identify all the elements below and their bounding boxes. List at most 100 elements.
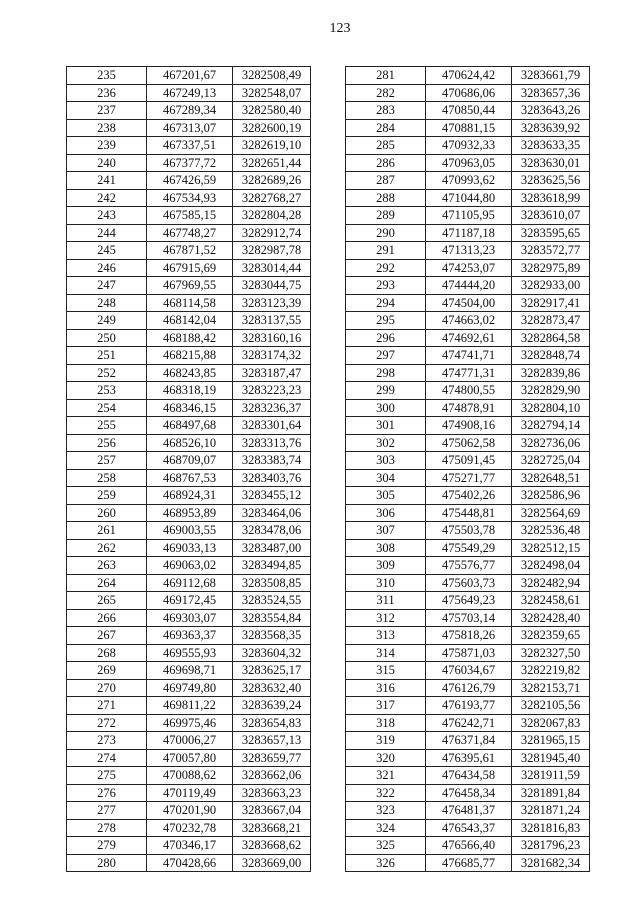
x-coordinate-cell: 475818,26 [425, 626, 512, 645]
table-row: 315 476034,67 3282219,82 [345, 661, 590, 680]
table-row: 301 474908,16 3282794,14 [345, 416, 590, 435]
point-number-cell: 318 [345, 713, 426, 732]
point-number-cell: 287 [345, 171, 426, 190]
y-coordinate-cell: 3283630,01 [511, 153, 590, 172]
table-row: 302 475062,58 3282736,06 [345, 433, 590, 452]
table-row: 288 471044,80 3283618,99 [345, 188, 590, 207]
y-coordinate-cell: 3282912,74 [232, 223, 311, 242]
x-coordinate-cell: 476543,37 [425, 818, 512, 837]
x-coordinate-cell: 470932,33 [425, 136, 512, 155]
x-coordinate-cell: 468114,58 [146, 293, 233, 312]
point-number-cell: 326 [345, 853, 426, 872]
y-coordinate-cell: 3282067,83 [511, 713, 590, 732]
table-row: 264 469112,68 3283508,85 [66, 573, 311, 592]
table-row: 271 469811,22 3283639,24 [66, 696, 311, 715]
x-coordinate-cell: 475576,77 [425, 556, 512, 575]
point-number-cell: 243 [66, 206, 147, 225]
table-row: 242 467534,93 3282768,27 [66, 188, 311, 207]
y-coordinate-cell: 3283568,35 [232, 626, 311, 645]
x-coordinate-cell: 467969,55 [146, 276, 233, 295]
table-row: 266 469303,07 3283554,84 [66, 608, 311, 627]
y-coordinate-cell: 3282219,82 [511, 661, 590, 680]
point-number-cell: 270 [66, 678, 147, 697]
y-coordinate-cell: 3283610,07 [511, 206, 590, 225]
table-row: 239 467337,51 3282619,10 [66, 136, 311, 155]
point-number-cell: 242 [66, 188, 147, 207]
x-coordinate-cell: 476395,61 [425, 748, 512, 767]
y-coordinate-cell: 3283639,92 [511, 118, 590, 137]
y-coordinate-cell: 3282586,96 [511, 486, 590, 505]
table-row: 320 476395,61 3281945,40 [345, 748, 590, 767]
table-row: 298 474771,31 3282839,86 [345, 363, 590, 382]
y-coordinate-cell: 3282829,90 [511, 381, 590, 400]
x-coordinate-cell: 471105,95 [425, 206, 512, 225]
x-coordinate-cell: 470119,49 [146, 783, 233, 802]
point-number-cell: 248 [66, 293, 147, 312]
point-number-cell: 237 [66, 101, 147, 120]
x-coordinate-cell: 476242,71 [425, 713, 512, 732]
x-coordinate-cell: 470232,78 [146, 818, 233, 837]
y-coordinate-cell: 3282564,69 [511, 503, 590, 522]
x-coordinate-cell: 468709,07 [146, 451, 233, 470]
y-coordinate-cell: 3283659,77 [232, 748, 311, 767]
y-coordinate-cell: 3283014,44 [232, 258, 311, 277]
point-number-cell: 298 [345, 363, 426, 382]
point-number-cell: 239 [66, 136, 147, 155]
x-coordinate-cell: 474444,20 [425, 276, 512, 295]
point-number-cell: 290 [345, 223, 426, 242]
x-coordinate-cell: 471187,18 [425, 223, 512, 242]
point-number-cell: 316 [345, 678, 426, 697]
y-coordinate-cell: 3283595,65 [511, 223, 590, 242]
x-coordinate-cell: 468318,19 [146, 381, 233, 400]
x-coordinate-cell: 475271,77 [425, 468, 512, 487]
x-coordinate-cell: 474878,91 [425, 398, 512, 417]
table-row: 261 469003,55 3283478,06 [66, 521, 311, 540]
coordinates-table-right: 281 470624,42 3283661,79 282 470686,06 328365… [345, 66, 590, 872]
y-coordinate-cell: 3283632,40 [232, 678, 311, 697]
table-row: 256 468526,10 3283313,76 [66, 433, 311, 452]
x-coordinate-cell: 467249,13 [146, 83, 233, 102]
point-number-cell: 317 [345, 696, 426, 715]
table-row: 243 467585,15 3282804,28 [66, 206, 311, 225]
x-coordinate-cell: 469033,13 [146, 538, 233, 557]
y-coordinate-cell: 3282917,41 [511, 293, 590, 312]
x-coordinate-cell: 467289,34 [146, 101, 233, 120]
table-row: 248 468114,58 3283123,39 [66, 293, 311, 312]
x-coordinate-cell: 469172,45 [146, 591, 233, 610]
point-number-cell: 294 [345, 293, 426, 312]
point-number-cell: 273 [66, 731, 147, 750]
table-row: 265 469172,45 3283524,55 [66, 591, 311, 610]
x-coordinate-cell: 476034,67 [425, 661, 512, 680]
point-number-cell: 271 [66, 696, 147, 715]
table-row: 274 470057,80 3283659,77 [66, 748, 311, 767]
table-row: 300 474878,91 3282804,10 [345, 398, 590, 417]
table-row: 313 475818,26 3282359,65 [345, 626, 590, 645]
point-number-cell: 286 [345, 153, 426, 172]
y-coordinate-cell: 3282839,86 [511, 363, 590, 382]
x-coordinate-cell: 467534,93 [146, 188, 233, 207]
y-coordinate-cell: 3283625,56 [511, 171, 590, 190]
y-coordinate-cell: 3282600,19 [232, 118, 311, 137]
y-coordinate-cell: 3283668,21 [232, 818, 311, 837]
point-number-cell: 256 [66, 433, 147, 452]
y-coordinate-cell: 3281965,15 [511, 731, 590, 750]
table-row: 270 469749,80 3283632,40 [66, 678, 311, 697]
x-coordinate-cell: 475703,14 [425, 608, 512, 627]
x-coordinate-cell: 468953,89 [146, 503, 233, 522]
table-row: 305 475402,26 3282586,96 [345, 486, 590, 505]
point-number-cell: 299 [345, 381, 426, 400]
point-number-cell: 309 [345, 556, 426, 575]
x-coordinate-cell: 474504,00 [425, 293, 512, 312]
point-number-cell: 306 [345, 503, 426, 522]
y-coordinate-cell: 3282105,56 [511, 696, 590, 715]
table-row: 279 470346,17 3283668,62 [66, 836, 311, 855]
x-coordinate-cell: 468767,53 [146, 468, 233, 487]
x-coordinate-cell: 475649,23 [425, 591, 512, 610]
x-coordinate-cell: 468215,88 [146, 346, 233, 365]
y-coordinate-cell: 3282536,48 [511, 521, 590, 540]
table-row: 244 467748,27 3282912,74 [66, 223, 311, 242]
table-row: 272 469975,46 3283654,83 [66, 713, 311, 732]
point-number-cell: 282 [345, 83, 426, 102]
table-row: 284 470881,15 3283639,92 [345, 118, 590, 137]
x-coordinate-cell: 476193,77 [425, 696, 512, 715]
